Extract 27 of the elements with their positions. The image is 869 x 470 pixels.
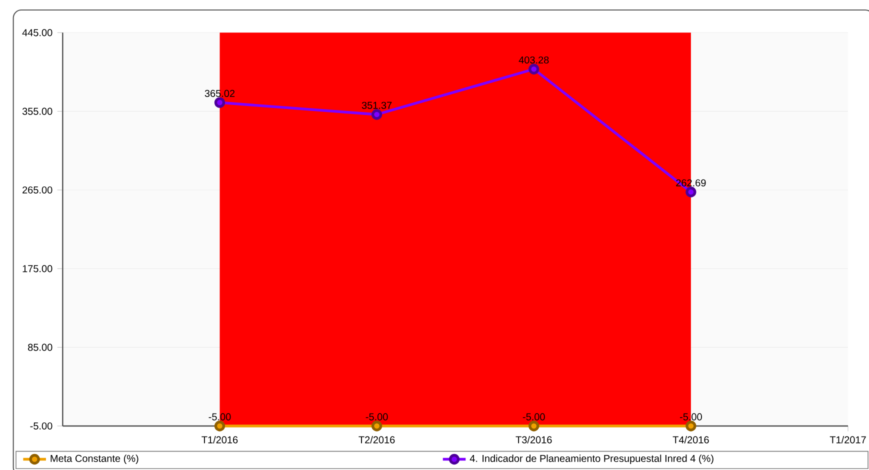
y-tick-label: 445.00 [22, 29, 52, 36]
y-tick-label: 265.00 [22, 186, 52, 194]
data-label: -5.00 [208, 413, 231, 420]
y-tick-label: -5.00 [30, 422, 52, 430]
point [686, 420, 696, 432]
x-tick-label: T3/2016 [516, 436, 552, 444]
point [371, 420, 382, 432]
y-tick-label: 355.00 [22, 108, 52, 115]
point [214, 420, 226, 432]
data-label: 351.37 [362, 102, 392, 109]
point [686, 186, 696, 198]
point [528, 64, 540, 74]
data-label: 262.69 [676, 179, 706, 186]
legend-label: Meta Constante (%) [50, 454, 138, 464]
data-label: 403.28 [518, 56, 549, 64]
x-tick-label: T4/2016 [672, 436, 709, 444]
x-tick-label: T1/2016 [202, 436, 238, 444]
legend-label: 4. Indicador de Planeamiento Presupuestal Inred 4 (%) [470, 454, 714, 464]
x-tick-label: T1/2017 [830, 436, 866, 444]
y-tick-label: 175.00 [22, 265, 52, 272]
point [528, 420, 540, 432]
x-tick-label: T2/2016 [358, 436, 395, 444]
point [371, 109, 382, 120]
y-tick-label: 85.00 [28, 344, 52, 351]
data-label: -5.00 [522, 413, 545, 420]
data-label: -5.00 [366, 413, 388, 420]
point [214, 97, 226, 108]
